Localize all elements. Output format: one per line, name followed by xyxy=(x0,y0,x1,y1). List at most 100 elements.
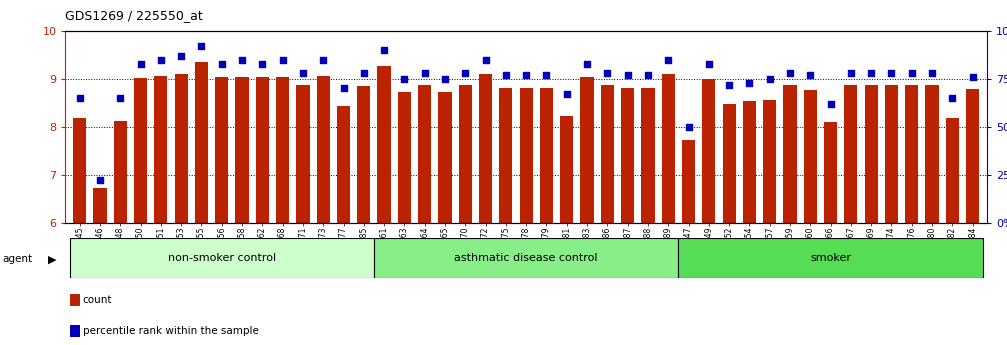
Point xyxy=(275,57,291,62)
FancyBboxPatch shape xyxy=(69,238,374,278)
Bar xyxy=(337,106,350,223)
Point xyxy=(234,57,250,62)
Bar xyxy=(540,88,553,223)
Point xyxy=(903,70,919,76)
Bar xyxy=(236,77,249,223)
Point xyxy=(579,61,595,66)
Point xyxy=(213,61,230,66)
Bar xyxy=(641,88,655,223)
Point xyxy=(457,70,473,76)
Point xyxy=(133,61,149,66)
Text: smoker: smoker xyxy=(810,253,851,263)
Bar xyxy=(844,85,858,223)
Point xyxy=(376,47,392,53)
Point xyxy=(619,72,635,78)
Point xyxy=(397,76,413,82)
Point xyxy=(518,72,534,78)
Bar xyxy=(194,62,208,223)
Point xyxy=(153,57,169,62)
Point xyxy=(539,72,555,78)
Point xyxy=(335,86,351,91)
Bar xyxy=(682,140,695,223)
Bar xyxy=(743,101,756,223)
Point xyxy=(173,53,189,59)
Point xyxy=(661,57,677,62)
Point xyxy=(112,95,128,101)
Bar xyxy=(479,74,492,223)
Point xyxy=(945,95,961,101)
Point xyxy=(92,178,108,183)
Point xyxy=(497,72,514,78)
Bar xyxy=(438,92,451,223)
Bar xyxy=(580,77,594,223)
Point xyxy=(355,70,372,76)
Point xyxy=(559,91,575,97)
Bar xyxy=(783,85,797,223)
Bar xyxy=(296,85,309,223)
Point xyxy=(843,70,859,76)
Bar xyxy=(357,86,371,223)
Bar xyxy=(966,89,979,223)
Point xyxy=(417,70,433,76)
Bar xyxy=(925,85,939,223)
Bar xyxy=(94,188,107,223)
Point xyxy=(315,57,331,62)
FancyBboxPatch shape xyxy=(679,238,983,278)
Bar xyxy=(378,66,391,223)
Point xyxy=(681,124,697,130)
Bar xyxy=(804,90,817,223)
Bar xyxy=(560,116,573,223)
Bar xyxy=(154,76,167,223)
Point xyxy=(721,82,737,87)
Bar xyxy=(621,88,634,223)
Bar xyxy=(134,78,147,223)
Point xyxy=(599,70,615,76)
Bar xyxy=(215,77,229,223)
Text: GDS1269 / 225550_at: GDS1269 / 225550_at xyxy=(65,9,203,22)
Text: ▶: ▶ xyxy=(48,255,56,264)
Bar xyxy=(824,122,837,223)
Bar xyxy=(256,77,269,223)
Point xyxy=(193,43,209,49)
Bar xyxy=(722,104,736,223)
Bar xyxy=(520,88,533,223)
Point xyxy=(741,80,757,86)
Text: asthmatic disease control: asthmatic disease control xyxy=(454,253,598,263)
Bar xyxy=(458,85,472,223)
Point xyxy=(639,72,656,78)
Point xyxy=(883,70,899,76)
Bar xyxy=(74,118,87,223)
Bar xyxy=(276,77,289,223)
Point xyxy=(863,70,879,76)
FancyBboxPatch shape xyxy=(374,238,679,278)
Bar xyxy=(174,74,187,223)
Bar xyxy=(418,85,431,223)
Text: percentile rank within the sample: percentile rank within the sample xyxy=(83,326,259,336)
Point xyxy=(823,101,839,107)
Bar xyxy=(601,85,614,223)
Point xyxy=(924,70,941,76)
Text: count: count xyxy=(83,295,112,305)
Bar xyxy=(499,88,513,223)
Bar xyxy=(316,76,330,223)
Point xyxy=(803,72,819,78)
Point xyxy=(254,61,270,66)
Point xyxy=(437,76,453,82)
Point xyxy=(782,70,799,76)
Bar xyxy=(398,92,411,223)
Bar xyxy=(946,118,959,223)
Point xyxy=(477,57,493,62)
Point xyxy=(701,61,717,66)
Text: non-smoker control: non-smoker control xyxy=(168,253,276,263)
Bar xyxy=(905,85,918,223)
Bar xyxy=(763,99,776,223)
Point xyxy=(295,70,311,76)
Point xyxy=(71,95,88,101)
Bar xyxy=(865,85,878,223)
Point xyxy=(761,76,777,82)
Bar xyxy=(662,74,675,223)
Text: agent: agent xyxy=(2,255,32,264)
Bar xyxy=(114,120,127,223)
Bar xyxy=(702,79,715,223)
Bar xyxy=(885,85,898,223)
